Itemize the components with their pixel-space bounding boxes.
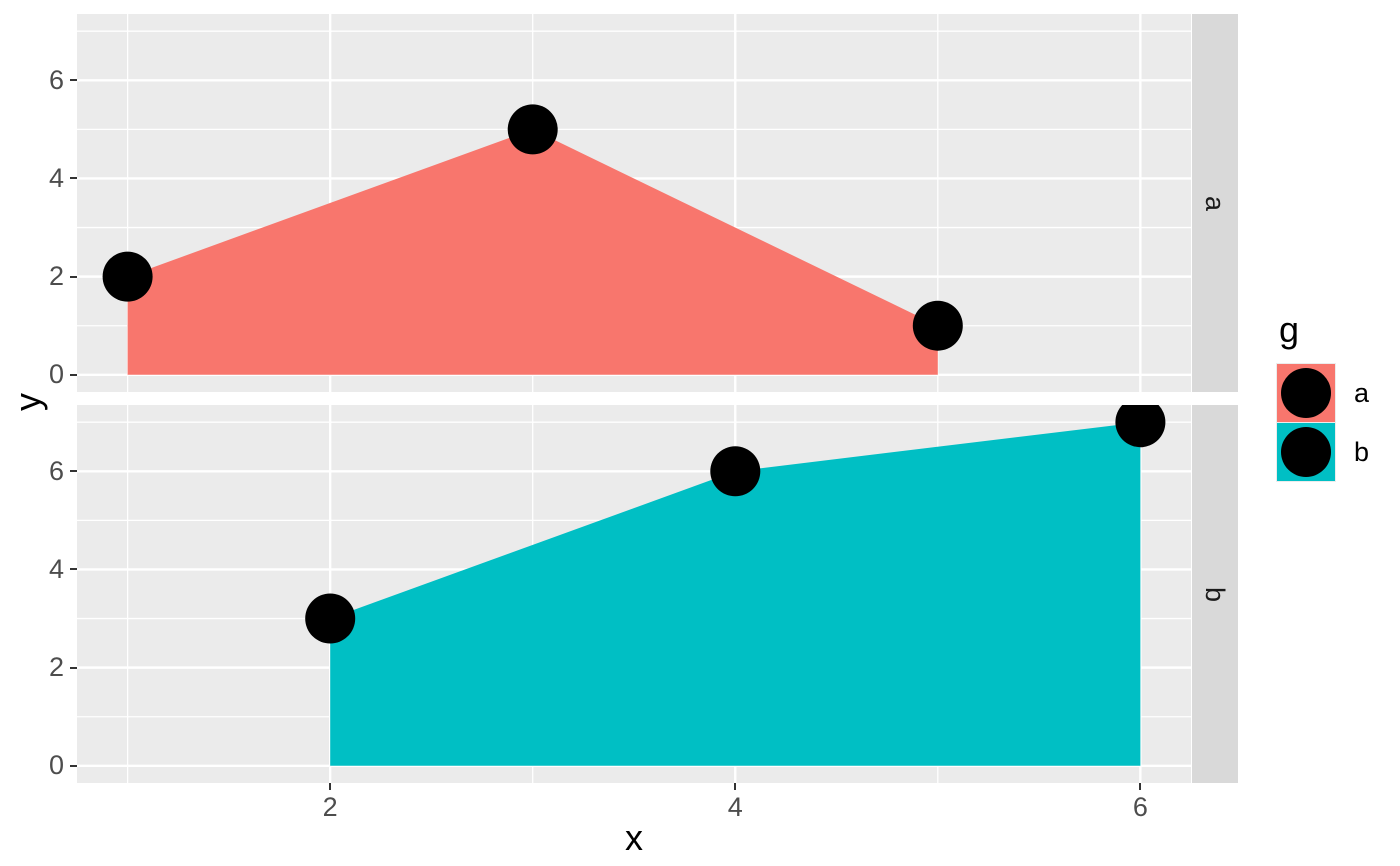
legend-key-a xyxy=(1277,364,1335,422)
y-tick-label: 4 xyxy=(48,553,64,584)
data-point-b xyxy=(1115,405,1166,448)
legend-key-b xyxy=(1277,423,1335,481)
data-point-a xyxy=(102,251,153,302)
legend: g a b xyxy=(1277,312,1369,482)
x-tick-label: 2 xyxy=(322,792,338,822)
area-series-a xyxy=(127,129,938,375)
y-tick-label: 0 xyxy=(48,359,64,390)
legend-entry-a: a xyxy=(1277,364,1369,422)
y-tick-mark xyxy=(70,764,77,767)
facet-strip-a-label: a xyxy=(1200,195,1231,211)
y-tick-mark xyxy=(70,275,77,278)
y-tick-label: 4 xyxy=(48,162,64,193)
legend-title: g xyxy=(1279,309,1300,350)
y-tick-label: 2 xyxy=(48,261,64,292)
facet-a-plot-area xyxy=(77,14,1191,392)
facet-strip-a: a xyxy=(1192,14,1238,392)
y-tick-mark xyxy=(70,568,77,571)
legend-entry-a-label: a xyxy=(1354,377,1370,408)
x-tick-label: 6 xyxy=(1132,792,1148,822)
y-tick-mark xyxy=(70,666,77,669)
y-tick-label: 2 xyxy=(48,652,64,683)
y-tick-mark xyxy=(70,177,77,180)
y-tick-label: 0 xyxy=(48,750,64,781)
data-point-b xyxy=(710,446,761,497)
data-point-a xyxy=(912,300,963,351)
legend-entry-b: b xyxy=(1277,423,1369,481)
area-series-b xyxy=(330,422,1141,766)
x-tick-mark xyxy=(1139,783,1142,790)
facet-strip-b-label: b xyxy=(1200,586,1231,602)
x-tick-label: 4 xyxy=(727,792,743,822)
legend-point-icon xyxy=(1281,368,1331,418)
data-point-b xyxy=(305,593,356,644)
facet-b-plot-area xyxy=(77,405,1191,783)
facet-panel-b xyxy=(77,405,1191,783)
legend-point-icon xyxy=(1281,427,1331,477)
legend-entry-b-label: b xyxy=(1354,436,1370,467)
facet-strip-b: b xyxy=(1192,405,1238,783)
y-tick-mark xyxy=(70,470,77,473)
y-tick-label: 6 xyxy=(48,64,64,95)
y-tick-mark xyxy=(70,373,77,376)
x-axis-title: x xyxy=(625,817,643,858)
y-tick-mark xyxy=(70,79,77,82)
facet-panel-a xyxy=(77,14,1191,392)
y-tick-label: 6 xyxy=(48,455,64,486)
data-point-a xyxy=(507,104,558,155)
x-tick-mark xyxy=(329,783,332,790)
x-tick-mark xyxy=(734,783,737,790)
